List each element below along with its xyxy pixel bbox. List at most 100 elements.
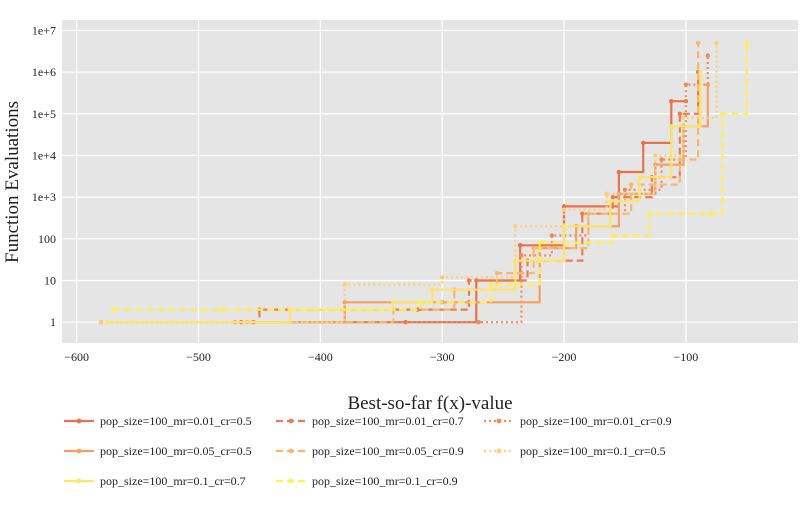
data-point [549,233,555,238]
x-tick-label: −200 [552,350,577,364]
data-point [681,115,686,121]
data-point [466,278,472,283]
data-point [610,233,615,238]
y-tick-label: 1 [50,315,56,329]
data-point [616,169,622,175]
y-axis-title: Function Evaluations [2,101,23,263]
series-line [247,43,700,324]
legend-marker [496,418,502,424]
data-point [637,175,642,180]
legend-marker [76,448,82,454]
data-point [705,82,711,87]
x-tick-label: −100 [674,350,699,364]
data-point [608,198,613,204]
data-point [561,224,567,229]
data-point [610,194,615,200]
legend-label: pop_size=100_mr=0.1_cr=0.9 [312,474,458,488]
data-point [705,53,711,58]
x-axis-ticks: −600 −500 −400 −300 −200 −100 [64,350,698,364]
data-point [604,191,609,197]
data-point [669,124,674,129]
legend-item: pop_size=100_mr=0.01_cr=0.5 [64,414,252,428]
data-point [98,319,104,325]
legend-item: pop_size=100_mr=0.1_cr=0.7 [64,474,246,488]
data-point [391,300,396,305]
legend-label: pop_size=100_mr=0.01_cr=0.9 [520,414,672,428]
data-point [653,153,658,158]
legend-item: pop_size=100_mr=0.05_cr=0.9 [276,444,464,458]
legend-label: pop_size=100_mr=0.05_cr=0.9 [312,444,464,458]
data-point [683,82,689,87]
data-point [531,245,536,251]
x-tick-label: −600 [64,350,89,364]
data-point [714,40,719,46]
grid [62,20,798,343]
legend-item: pop_size=100_mr=0.01_cr=0.7 [276,414,464,428]
legend-label: pop_size=100_mr=0.01_cr=0.5 [100,414,252,428]
x-tick-label: −400 [308,350,333,364]
y-axis-ticks: 1 10 100 1e+3 1e+4 1e+5 1e+6 1e+7 [32,23,56,329]
data-point [659,157,664,162]
data-point [342,282,347,287]
data-point [695,40,701,46]
y-tick-label: 10 [44,273,56,287]
legend-marker [76,478,82,484]
data-point [220,307,226,312]
legend-marker [76,418,82,424]
y-tick-label: 1e+7 [32,23,56,37]
legend-label: pop_size=100_mr=0.1_cr=0.5 [520,444,666,458]
plot-background [62,20,798,343]
legend-label: pop_size=100_mr=0.1_cr=0.7 [100,474,246,488]
data-point [698,69,703,75]
data-point [580,211,585,216]
data-point [110,307,116,312]
data-point [708,211,713,216]
data-point [586,211,591,216]
data-point [561,207,567,212]
legend-label: pop_size=100_mr=0.01_cr=0.7 [312,414,464,428]
x-axis-title: Best-so-far f(x)-value [347,393,512,414]
data-point [517,243,523,248]
data-point [342,300,347,305]
y-tick-label: 100 [38,232,56,246]
data-point [677,111,683,116]
data-point [628,182,634,187]
series-1 [238,99,689,325]
data-point [418,300,423,305]
x-tick-label: −500 [186,350,211,364]
x-tick-label: −300 [430,350,455,364]
legend-item: pop_size=100_mr=0.1_cr=0.9 [276,474,458,488]
y-tick-label: 1e+6 [32,65,56,79]
y-tick-label: 1e+5 [32,107,56,121]
legend-marker [288,478,294,484]
data-point [677,157,683,162]
legend-item: pop_size=100_mr=0.05_cr=0.5 [64,444,252,458]
data-point [513,224,518,229]
data-point [430,287,435,292]
legend-marker [288,418,294,424]
data-point [720,111,725,116]
data-point [744,40,750,46]
legend-marker [288,448,294,454]
data-point [641,140,646,146]
data-point [519,253,524,258]
data-point [537,240,542,246]
data-point [494,270,500,276]
data-point [104,319,110,325]
data-point [476,319,481,325]
legend-label: pop_size=100_mr=0.05_cr=0.5 [100,444,252,458]
legend-item: pop_size=100_mr=0.1_cr=0.5 [484,444,666,458]
y-tick-label: 1e+4 [32,148,56,162]
series-line [113,43,748,311]
data-point [669,99,674,104]
series-group [98,40,750,325]
y-tick-label: 1e+3 [32,190,56,204]
legend-item: pop_size=100_mr=0.01_cr=0.9 [484,414,672,428]
data-point [622,187,628,192]
data-point [561,204,567,209]
series-line [101,55,709,324]
data-point [439,274,445,280]
legend-marker [496,448,502,454]
data-point [647,211,652,216]
